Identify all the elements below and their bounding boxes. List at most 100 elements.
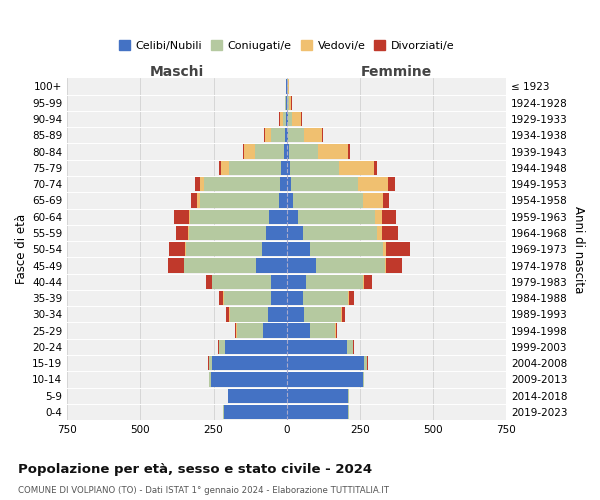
Bar: [306, 274, 363, 289]
Bar: [287, 258, 316, 272]
Bar: [382, 210, 397, 224]
Bar: [382, 226, 398, 240]
Bar: [363, 372, 364, 386]
Bar: [254, 144, 284, 158]
Bar: [358, 177, 388, 192]
Bar: [287, 405, 348, 419]
Bar: [303, 226, 377, 240]
Bar: [228, 388, 287, 403]
Bar: [189, 210, 190, 224]
Bar: [284, 144, 287, 158]
Bar: [298, 210, 374, 224]
Bar: [204, 177, 280, 192]
Bar: [287, 96, 289, 110]
Text: Femmine: Femmine: [361, 65, 432, 79]
Bar: [287, 210, 298, 224]
Bar: [364, 356, 367, 370]
Bar: [287, 291, 303, 305]
Bar: [174, 210, 189, 224]
Bar: [287, 226, 303, 240]
Bar: [288, 80, 289, 94]
Bar: [291, 177, 358, 192]
Bar: [303, 291, 348, 305]
Bar: [262, 242, 287, 256]
Text: Maschi: Maschi: [150, 65, 204, 79]
Bar: [281, 160, 287, 175]
Bar: [335, 324, 337, 338]
Bar: [287, 274, 306, 289]
Bar: [224, 405, 287, 419]
Bar: [341, 307, 342, 322]
Bar: [287, 112, 292, 126]
Bar: [186, 242, 262, 256]
Bar: [285, 96, 286, 110]
Bar: [190, 210, 269, 224]
Bar: [287, 388, 348, 403]
Bar: [349, 291, 355, 305]
Bar: [292, 112, 301, 126]
Bar: [338, 160, 374, 175]
Text: COMUNE DI VOLPIANO (TO) - Dati ISTAT 1° gennaio 2024 - Elaborazione TUTTITALIA.I: COMUNE DI VOLPIANO (TO) - Dati ISTAT 1° …: [18, 486, 389, 495]
Bar: [310, 324, 335, 338]
Bar: [244, 144, 254, 158]
Y-axis label: Anni di nascita: Anni di nascita: [572, 206, 585, 293]
Bar: [388, 177, 395, 192]
Bar: [287, 177, 291, 192]
Bar: [283, 112, 286, 126]
Bar: [289, 96, 292, 110]
Bar: [386, 242, 410, 256]
Bar: [386, 258, 403, 272]
Bar: [287, 144, 289, 158]
Legend: Celibi/Nubili, Coniugati/e, Vedovi/e, Divorziati/e: Celibi/Nubili, Coniugati/e, Vedovi/e, Di…: [115, 36, 459, 56]
Bar: [304, 128, 322, 142]
Bar: [184, 258, 256, 272]
Bar: [209, 356, 212, 370]
Bar: [200, 177, 204, 192]
Bar: [189, 226, 266, 240]
Bar: [235, 324, 236, 338]
Bar: [287, 372, 363, 386]
Bar: [200, 194, 278, 207]
Bar: [271, 291, 287, 305]
Bar: [347, 340, 353, 354]
Bar: [206, 274, 212, 289]
Bar: [221, 160, 229, 175]
Bar: [287, 242, 310, 256]
Bar: [224, 291, 271, 305]
Bar: [286, 112, 287, 126]
Bar: [237, 324, 263, 338]
Bar: [287, 356, 364, 370]
Bar: [287, 160, 290, 175]
Bar: [348, 291, 349, 305]
Bar: [230, 307, 268, 322]
Bar: [212, 274, 271, 289]
Bar: [385, 258, 386, 272]
Bar: [188, 226, 189, 240]
Bar: [364, 274, 371, 289]
Bar: [304, 307, 341, 322]
Bar: [287, 307, 304, 322]
Bar: [278, 194, 287, 207]
Bar: [256, 258, 287, 272]
Bar: [287, 324, 310, 338]
Bar: [287, 128, 288, 142]
Bar: [377, 226, 382, 240]
Bar: [280, 112, 283, 126]
Bar: [196, 177, 200, 192]
Bar: [209, 372, 211, 386]
Bar: [383, 194, 389, 207]
Bar: [363, 194, 383, 207]
Bar: [347, 144, 350, 158]
Bar: [271, 128, 285, 142]
Bar: [271, 274, 287, 289]
Bar: [280, 177, 287, 192]
Bar: [288, 128, 304, 142]
Bar: [289, 144, 319, 158]
Bar: [285, 128, 287, 142]
Bar: [342, 307, 344, 322]
Bar: [319, 144, 347, 158]
Bar: [383, 242, 386, 256]
Bar: [374, 160, 377, 175]
Bar: [229, 160, 281, 175]
Bar: [225, 340, 287, 354]
